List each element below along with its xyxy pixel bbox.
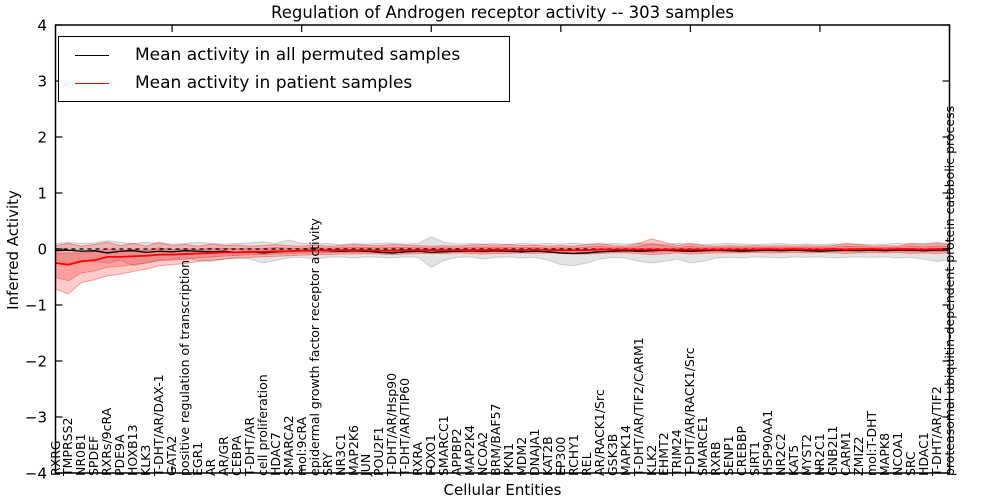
legend-item-patient: Mean activity in patient samples <box>59 73 509 93</box>
legend-label-patient: Mean activity in patient samples <box>135 73 413 93</box>
legend-item-permuted: Mean activity in all permuted samples <box>59 45 509 65</box>
plot-frame <box>54 24 951 474</box>
chart-title: Regulation of Androgen receptor activity… <box>271 3 734 22</box>
y-tick-label: −4 <box>25 465 47 483</box>
y-tick-label: −1 <box>25 297 47 315</box>
y-tick-label: 4 <box>37 17 47 35</box>
x-axis-label: Cellular Entities <box>443 481 562 499</box>
permuted-mean-line <box>55 249 950 255</box>
y-axis-label: Inferred Activity <box>4 190 22 310</box>
y-tick-label: 0 <box>37 241 47 259</box>
y-tick-label: 2 <box>37 129 47 147</box>
patient-mean-line <box>55 248 950 266</box>
legend: Mean activity in all permuted samples Me… <box>58 36 510 102</box>
y-tick-label: 3 <box>37 73 47 91</box>
y-tick-label: −3 <box>25 409 47 427</box>
legend-label-permuted: Mean activity in all permuted samples <box>135 45 461 65</box>
y-tick-label: −2 <box>25 353 47 371</box>
y-tick-label: 1 <box>37 185 47 203</box>
permuted-line-swatch <box>75 54 109 56</box>
patient-line-swatch <box>75 82 109 84</box>
